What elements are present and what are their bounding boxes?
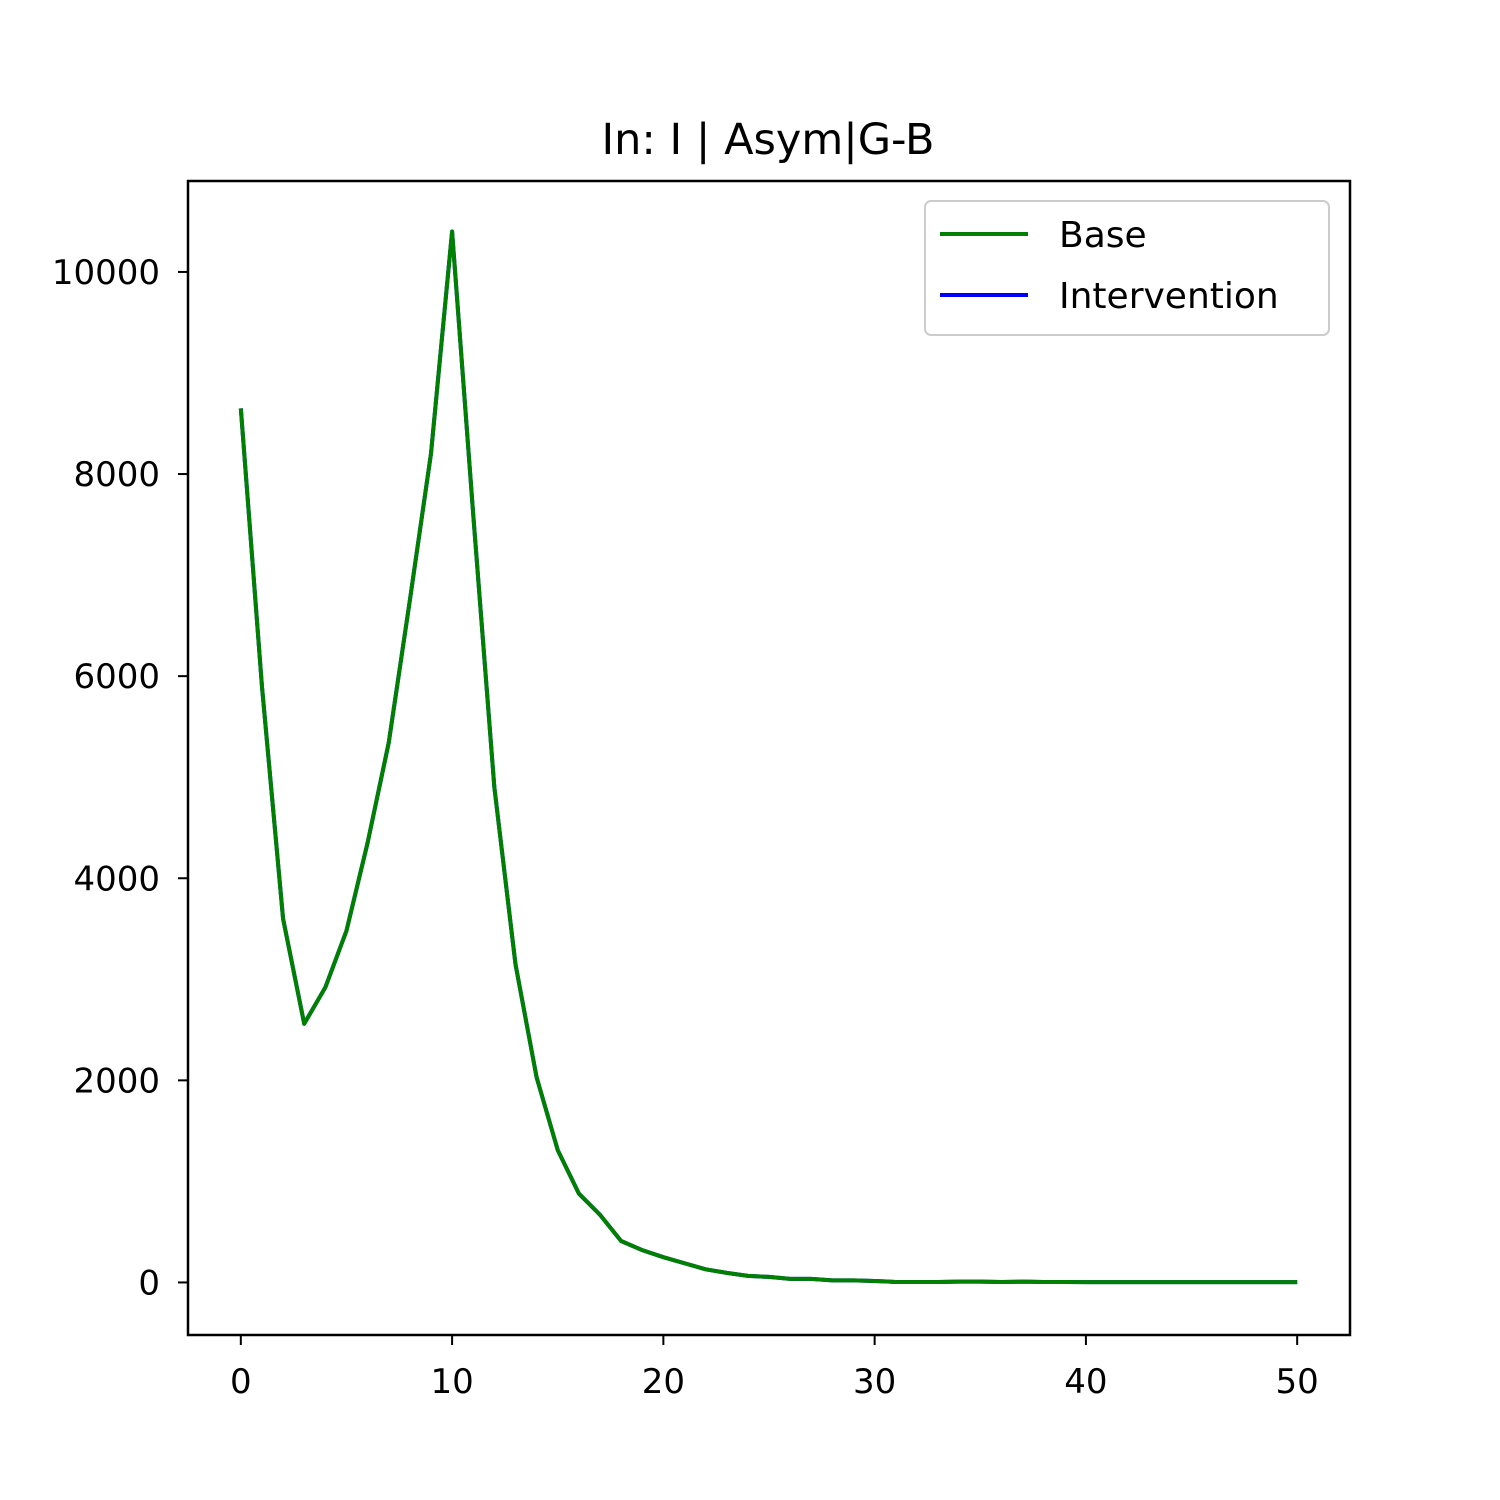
y-tick-label: 6000: [73, 657, 160, 697]
legend-label-intervention: Intervention: [1059, 276, 1279, 317]
chart-title: In: I | Asym|G-B: [601, 115, 934, 165]
series-line-base: [238, 229, 1298, 1285]
x-tick-label: 0: [230, 1362, 252, 1402]
y-tick-label: 8000: [73, 455, 160, 495]
y-tick-label: 2000: [73, 1061, 160, 1101]
y-tick-label: 4000: [73, 859, 160, 899]
plot-frame: [186, 179, 1352, 1337]
legend-label-base: Base: [1059, 215, 1147, 256]
y-tick-label: 0: [138, 1263, 160, 1303]
y-axis: 0 2000 4000 6000 8000 10000: [52, 253, 188, 1303]
x-tick-label: 40: [1064, 1362, 1107, 1402]
x-axis: 0 10 20 30 40 50: [230, 1335, 1319, 1402]
x-tick-label: 50: [1276, 1362, 1319, 1402]
legend: Base Intervention: [924, 200, 1330, 336]
x-tick-label: 30: [853, 1362, 896, 1402]
x-tick-label: 10: [430, 1362, 473, 1402]
x-tick-label: 20: [642, 1362, 685, 1402]
series-layer: [238, 229, 1298, 1285]
y-tick-label: 10000: [52, 253, 160, 293]
